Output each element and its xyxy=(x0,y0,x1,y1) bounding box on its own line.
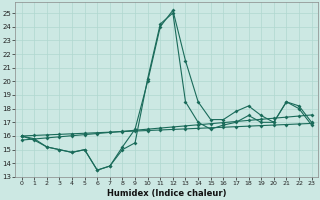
X-axis label: Humidex (Indice chaleur): Humidex (Indice chaleur) xyxy=(107,189,226,198)
